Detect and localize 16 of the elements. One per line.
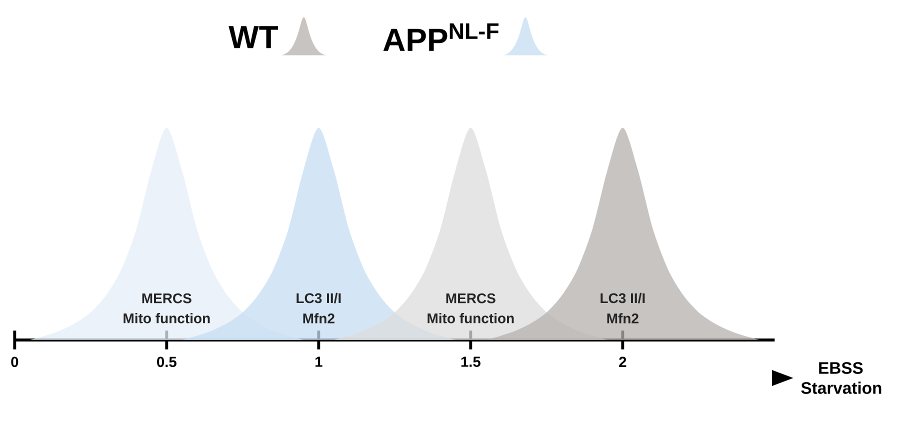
x-tick-label: 0: [11, 356, 18, 368]
x-tick-label: 1: [316, 356, 322, 367]
annotation: Mito function: [124, 313, 210, 324]
annotation: LC3 II/I: [600, 292, 645, 304]
legend-label: WT: [228, 26, 278, 48]
x-tick-label: 1.5: [461, 356, 480, 367]
annotation: LC3 II/I: [296, 292, 341, 304]
annotation: MERCS: [446, 293, 496, 304]
annotation: Mito function: [428, 313, 514, 324]
annotation: Mfn2: [303, 313, 334, 324]
legend-label: APP$^{NL-F}$: [383, 23, 499, 51]
annotation: MERCS: [142, 293, 192, 304]
x-axis-title: EBSS Starvation: [801, 362, 882, 394]
x-tick-label: 0.5: [157, 356, 176, 368]
x-tick-label: 2: [619, 356, 626, 367]
annotation: Mfn2: [607, 313, 638, 324]
